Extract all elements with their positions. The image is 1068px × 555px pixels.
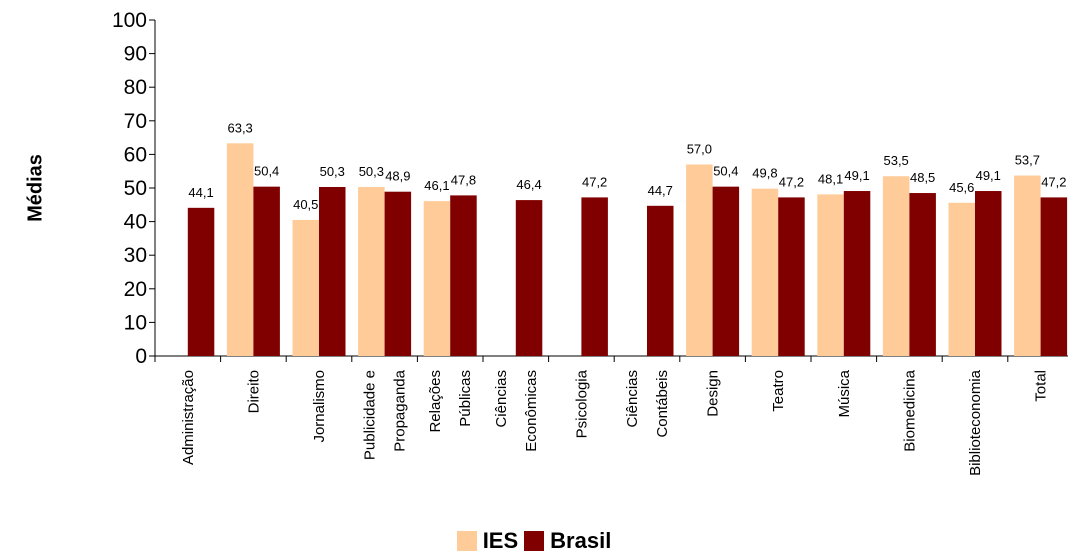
- x-tick-label: Publicidade e: [362, 370, 379, 460]
- data-label-brasil: 48,9: [385, 169, 410, 184]
- data-label-brasil: 47,8: [451, 172, 476, 187]
- bar-ies-1: [226, 143, 254, 356]
- bar-brasil-2: [319, 186, 346, 356]
- legend-label-brasil: Brasil: [550, 528, 612, 553]
- x-tick-label: Teatro: [770, 370, 787, 412]
- data-label-brasil: 50,3: [320, 164, 345, 179]
- bar-ies-12: [948, 202, 975, 356]
- data-label-ies: 45,6: [949, 180, 974, 195]
- y-tick-label: 100: [112, 9, 147, 32]
- data-label-brasil: 44,7: [648, 183, 673, 198]
- x-tick-label: Ciências: [493, 370, 510, 428]
- bar-ies-9: [751, 188, 779, 356]
- bar-ies-11: [882, 176, 910, 356]
- bar-brasil-8: [712, 186, 740, 356]
- bar-brasil-11: [909, 193, 936, 356]
- x-tick-label: Biblioteconomia: [967, 369, 984, 476]
- y-tick-label: 10: [124, 311, 147, 334]
- bar-ies-13: [1014, 175, 1041, 356]
- data-label-ies: 48,1: [818, 171, 843, 186]
- bar-brasil-4: [450, 195, 477, 356]
- bar-brasil-12: [975, 191, 1002, 356]
- data-label-brasil: 49,1: [844, 168, 869, 183]
- data-label-brasil: 48,5: [910, 170, 935, 185]
- bar-brasil-10: [843, 191, 871, 356]
- data-label-ies: 57,0: [687, 141, 712, 156]
- legend-item-brasil: Brasil: [524, 528, 611, 554]
- bar-ies-10: [817, 194, 844, 356]
- y-tick-label: 0: [135, 345, 147, 368]
- bar-brasil-13: [1040, 197, 1068, 356]
- legend: IES Brasil: [0, 528, 1068, 554]
- data-label-brasil: 47,2: [1041, 174, 1066, 189]
- data-label-ies: 49,8: [752, 166, 777, 181]
- x-tick-label: Biomedicina: [901, 369, 918, 451]
- bar-ies-3: [358, 186, 385, 356]
- x-tick-label: Propaganda: [392, 369, 409, 451]
- y-tick-label: 30: [124, 244, 147, 267]
- data-label-ies: 40,5: [293, 197, 318, 212]
- bar-brasil-0: [187, 207, 215, 356]
- legend-item-ies: IES: [456, 528, 519, 554]
- data-label-brasil: 50,4: [713, 164, 738, 179]
- y-tick-label: 70: [124, 110, 147, 133]
- x-tick-label: Música: [836, 369, 853, 417]
- data-label-brasil: 44,1: [188, 185, 213, 200]
- bar-brasil-7: [647, 205, 674, 356]
- x-tick-label: Ciências: [624, 370, 641, 428]
- data-label-brasil: 46,4: [516, 177, 541, 192]
- y-tick-label: 50: [124, 177, 147, 200]
- x-tick-label: Econômicas: [523, 370, 540, 452]
- y-tick-label: 90: [124, 43, 147, 66]
- data-label-ies: 53,7: [1015, 153, 1040, 168]
- bar-brasil-1: [253, 186, 280, 356]
- x-tick-label: Administração: [180, 370, 197, 465]
- y-axis-label: Médias: [24, 154, 47, 222]
- data-label-brasil: 47,2: [582, 174, 607, 189]
- bar-ies-4: [423, 201, 451, 356]
- data-label-ies: 46,1: [424, 178, 449, 193]
- data-label-ies: 63,3: [227, 120, 252, 135]
- data-label-ies: 50,3: [359, 164, 384, 179]
- y-tick-label: 20: [124, 278, 147, 301]
- data-label-brasil: 49,1: [976, 168, 1001, 183]
- x-tick-label: Direito: [245, 370, 262, 413]
- data-label-brasil: 50,4: [254, 164, 279, 179]
- x-tick-label: Jornalismo: [311, 370, 328, 443]
- y-tick-label: 40: [124, 211, 147, 234]
- bar-brasil-3: [384, 191, 412, 356]
- bar-brasil-9: [778, 197, 805, 356]
- x-tick-label: Design: [705, 370, 722, 417]
- data-label-ies: 53,5: [883, 153, 908, 168]
- data-label-brasil: 47,2: [779, 174, 804, 189]
- y-tick-label: 60: [124, 143, 147, 166]
- x-tick-label: Públicas: [457, 370, 474, 427]
- x-tick-label: Contábeis: [654, 370, 671, 438]
- bar-ies-8: [686, 164, 713, 356]
- y-tick-label: 80: [124, 76, 147, 99]
- legend-swatch-brasil: [524, 531, 545, 551]
- bar-brasil-6: [581, 197, 608, 356]
- x-tick-label: Psicologia: [573, 369, 590, 438]
- legend-label-ies: IES: [482, 528, 519, 553]
- bar-ies-2: [292, 219, 319, 356]
- bar-brasil-5: [515, 200, 543, 356]
- x-tick-label: Total: [1033, 370, 1050, 402]
- legend-swatch-ies: [456, 531, 477, 551]
- x-tick-label: Relações: [427, 370, 444, 433]
